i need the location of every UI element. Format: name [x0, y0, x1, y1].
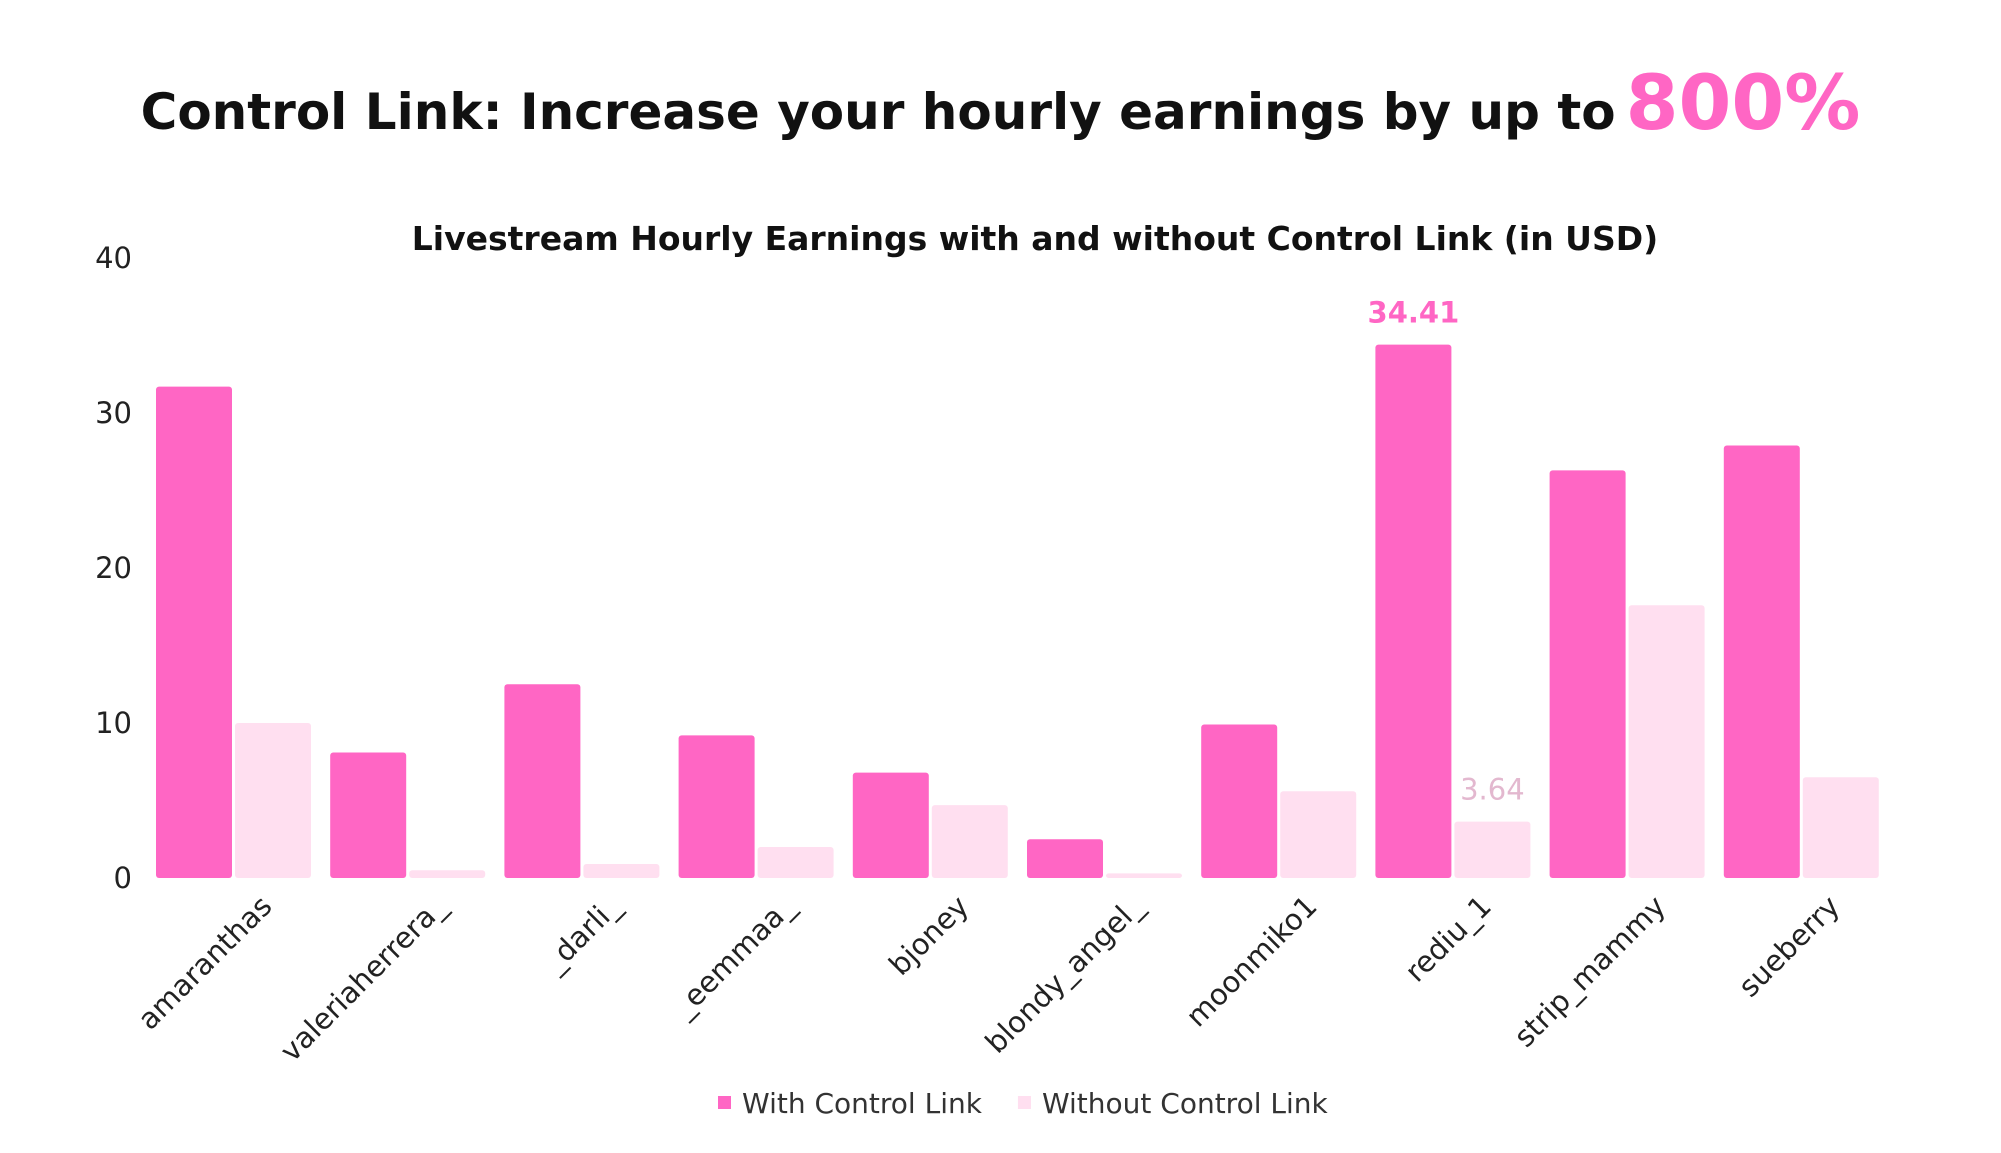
bar-with-moonmiko1: [1201, 724, 1278, 878]
x-tick-label: valeriaherrera_: [273, 889, 453, 1069]
bar-without-sueberry: [1802, 777, 1879, 878]
bar-without-amaranthas: [235, 723, 311, 878]
page-headline: Control Link: Increase your hourly earni…: [0, 58, 2001, 148]
data-labels-group: 34.41 3.64: [1368, 296, 1525, 807]
data-label: 3.64: [1460, 773, 1525, 807]
bar-with-eemmaa: [678, 735, 755, 878]
legend-label: Without Control Link: [1042, 1087, 1329, 1120]
legend-swatch: [718, 1096, 731, 1109]
headline-text: Control Link: Increase your hourly earni…: [140, 83, 1616, 141]
bar-without-stripmammy: [1628, 605, 1705, 878]
data-label: 34.41: [1368, 296, 1460, 330]
bar-with-amaranthas: [156, 386, 232, 878]
bar-without-valeriaherrera: [409, 870, 486, 878]
x-tick-label: blondy_angel_: [979, 889, 1150, 1060]
bar-without-eemmaa: [757, 847, 834, 878]
x-tick-label: rediu_1: [1398, 889, 1498, 989]
y-tick-label: 30: [95, 396, 132, 430]
bar-with-blondyangel: [1027, 839, 1103, 878]
bar-without-bjoney: [931, 805, 1008, 878]
legend-swatch: [1017, 1096, 1031, 1109]
bar-without-moonmiko1: [1280, 791, 1357, 878]
legend: With Control Link Without Control Link: [718, 1087, 1329, 1120]
y-tick-label: 0: [114, 861, 132, 895]
x-tick-label: strip_mammy: [1507, 889, 1672, 1054]
bars-group: [156, 344, 1879, 878]
y-tick-label: 20: [95, 551, 132, 585]
bar-without-darli: [583, 864, 660, 878]
bar-with-darli: [504, 684, 581, 878]
x-tick-label: amaranthas: [131, 889, 278, 1036]
y-tick-label: 10: [95, 706, 132, 740]
bar-with-bjoney: [852, 772, 929, 878]
headline-highlight: 800%: [1625, 58, 1861, 147]
bar-with-valeriaherrera: [330, 752, 407, 878]
bar-with-stripmammy: [1549, 470, 1626, 878]
x-tick-label: bjoney: [882, 889, 975, 982]
bar-without-rediu1: [1454, 821, 1531, 878]
x-tick-label: sueberry: [1732, 889, 1847, 1004]
y-tick-label: 40: [95, 241, 132, 275]
bar-with-sueberry: [1723, 445, 1800, 878]
chart-title: Livestream Hourly Earnings with and with…: [412, 219, 1658, 258]
x-tick-label: _eemmaa_: [665, 889, 801, 1025]
x-tick-label: _darli_: [536, 889, 627, 980]
y-axis: 0 10 20 30 40: [95, 241, 132, 895]
x-tick-label: moonmiko1: [1179, 889, 1324, 1034]
legend-label: With Control Link: [742, 1087, 983, 1120]
bar-without-blondyangel: [1106, 873, 1182, 878]
bar-with-rediu1: [1375, 344, 1452, 878]
